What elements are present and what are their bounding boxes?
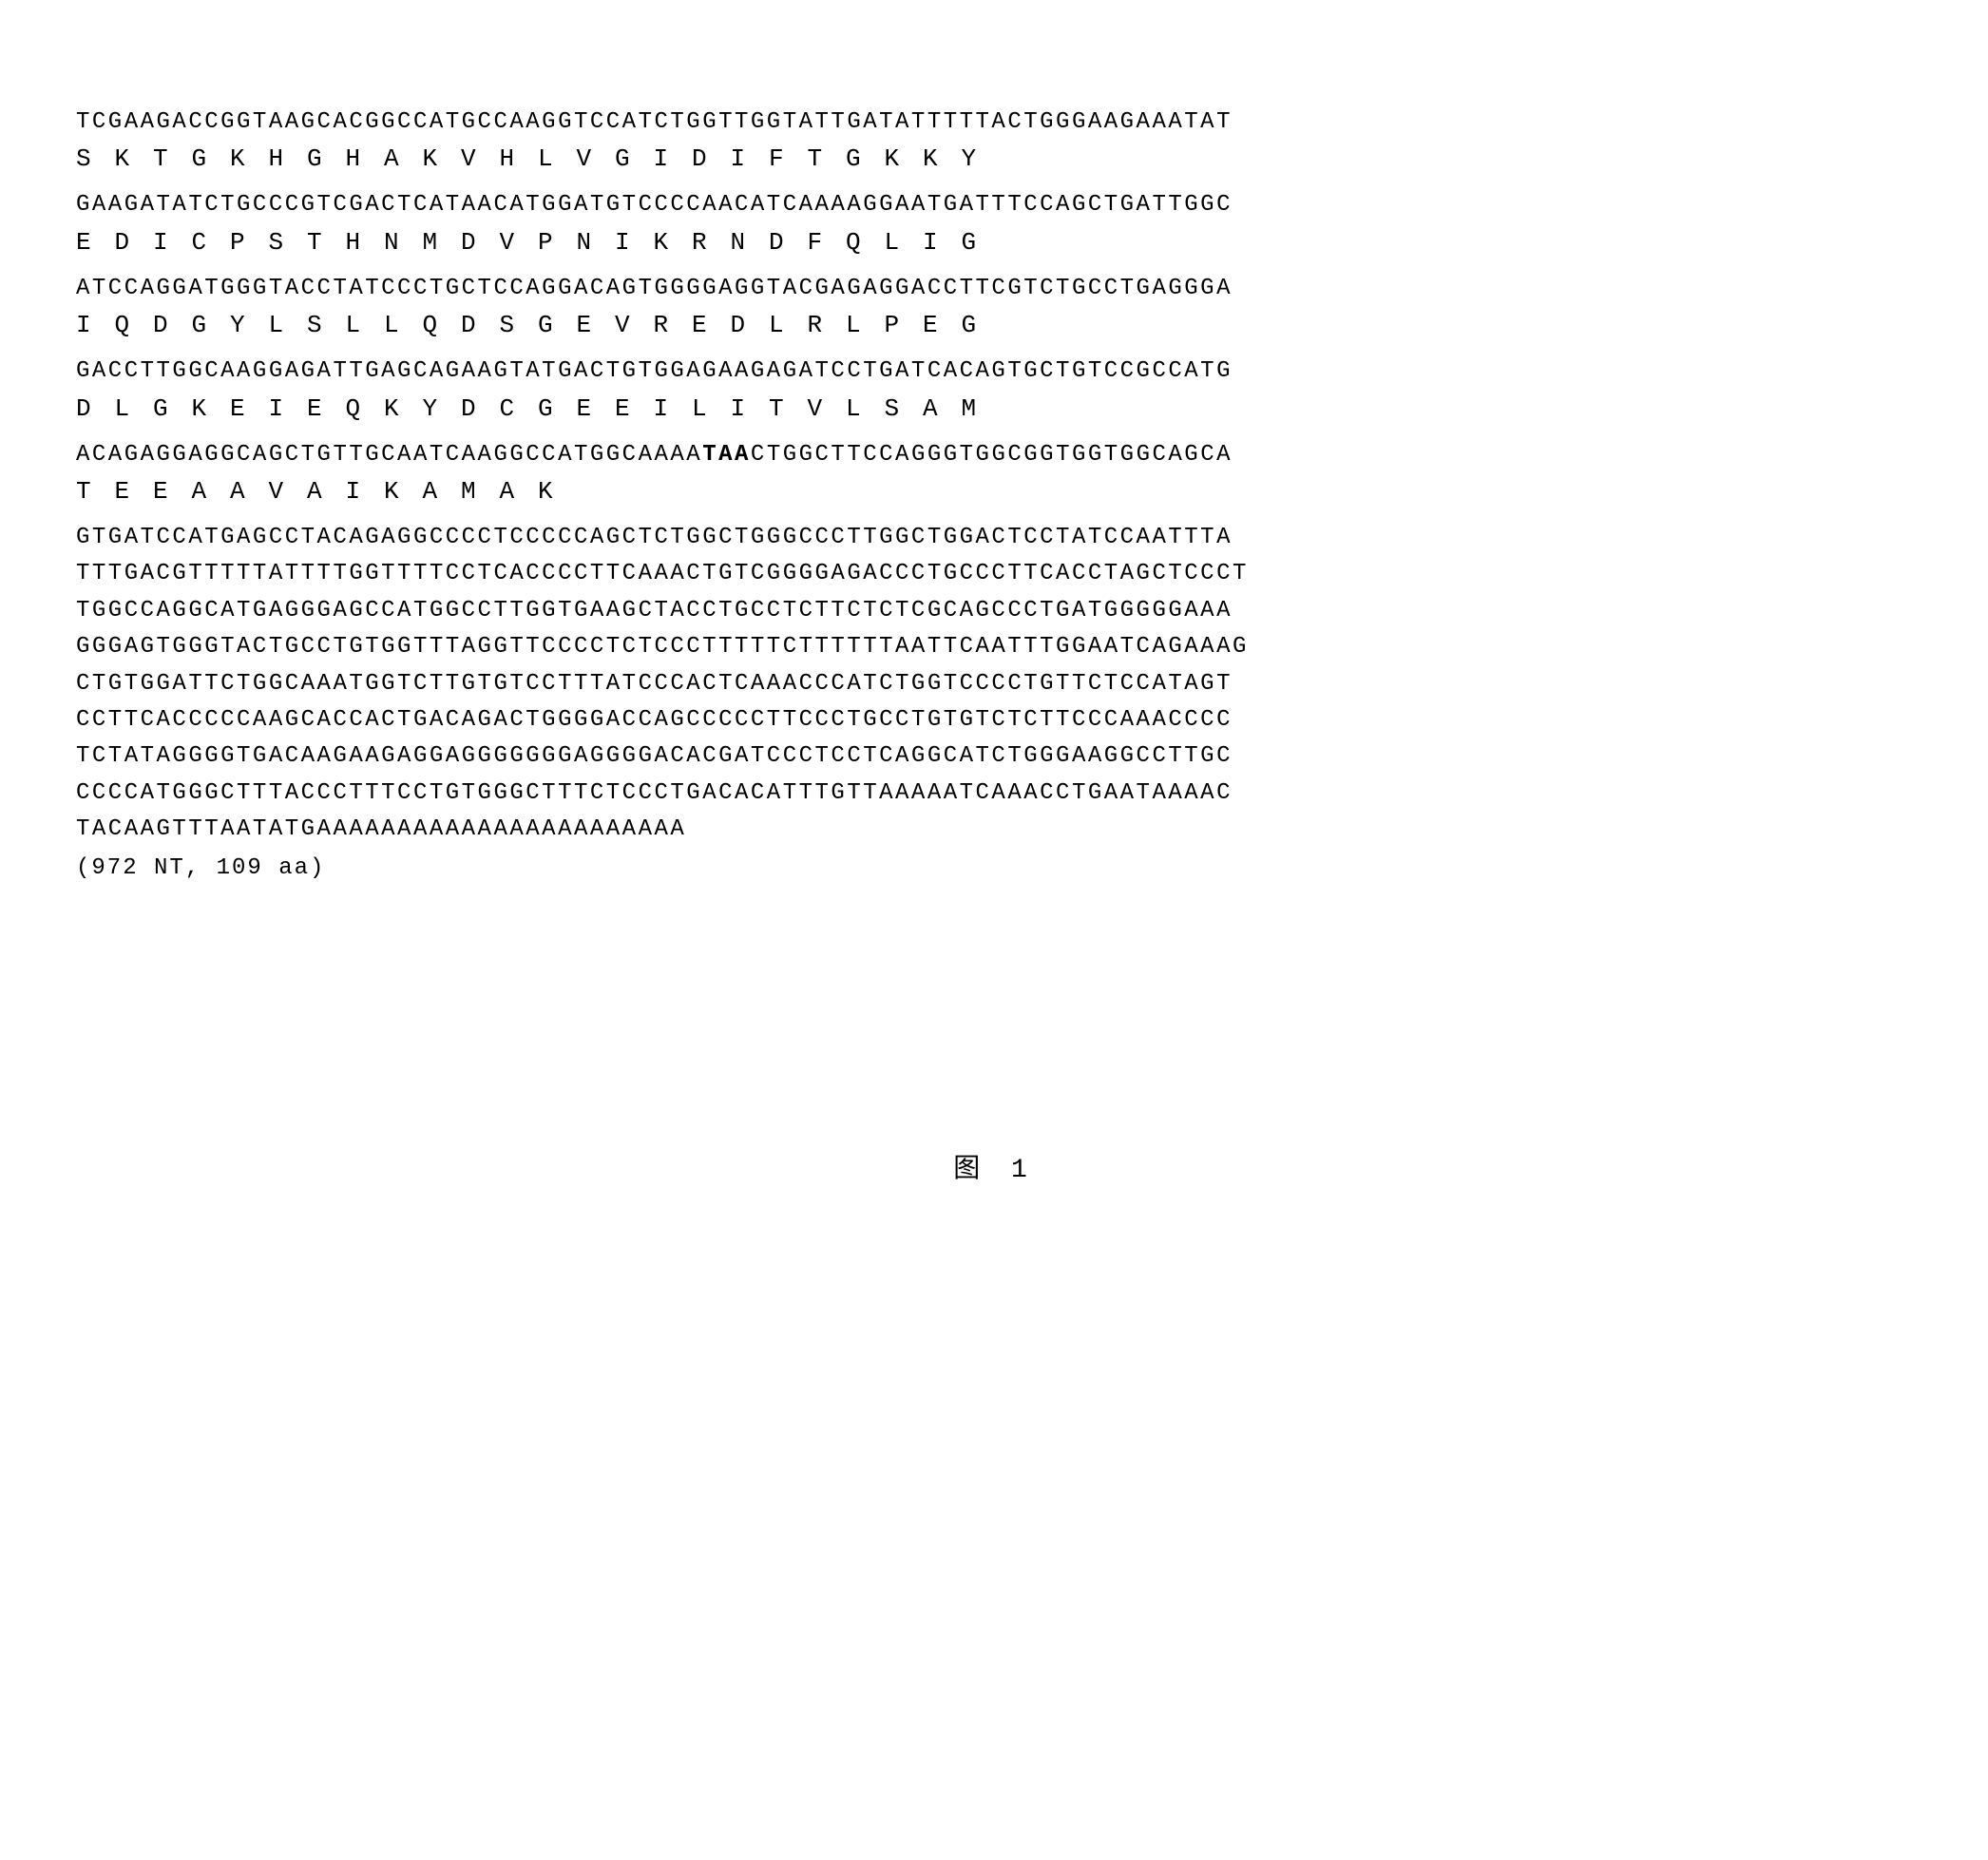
aa-line: DLGKEIEQKYDCGEEILITVLSAM (76, 391, 1912, 428)
utr-line: TTTGACGTTTTTATTTTGGTTTTCCTCACCCCTTCAAACT… (76, 556, 1912, 592)
utr-line: CCTTCACCCCCAAGCACCACTGACAGACTGGGGACCAGCC… (76, 702, 1912, 738)
sequence-pair-2: ATCCAGGATGGGTACCTATCCCTGCTCCAGGACAGTGGGG… (76, 271, 1912, 344)
sequence-pair-1: GAAGATATCTGCCCGTCGACTCATAACATGGATGTCCCCA… (76, 187, 1912, 260)
sequence-container: TCGAAGACCGGTAAGCACGGCCATGCCAAGGTCCATCTGG… (76, 105, 1912, 881)
figure-label: 图 1 (76, 1147, 1912, 1185)
aa-line: EDICPSTHNMDVPNIKRNDFQLIG (76, 224, 1912, 261)
nt-line: GACCTTGGCAAGGAGATTGAGCAGAAGTATGACTGTGGAG… (76, 354, 1912, 390)
utr-block: GTGATCCATGAGCCTACAGAGGCCCCTCCCCCAGCTCTGG… (76, 520, 1912, 849)
nt-line-with-stop: ACAGAGGAGGCAGCTGTTGCAATCAAGGCCATGGCAAAAT… (76, 437, 1912, 473)
sequence-pair-4: ACAGAGGAGGCAGCTGTTGCAATCAAGGCCATGGCAAAAT… (76, 437, 1912, 510)
nt-line: GAAGATATCTGCCCGTCGACTCATAACATGGATGTCCCCA… (76, 187, 1912, 223)
nt-line: TCGAAGACCGGTAAGCACGGCCATGCCAAGGTCCATCTGG… (76, 105, 1912, 141)
utr-line: GTGATCCATGAGCCTACAGAGGCCCCTCCCCCAGCTCTGG… (76, 520, 1912, 556)
nt-line: ATCCAGGATGGGTACCTATCCCTGCTCCAGGACAGTGGGG… (76, 271, 1912, 307)
aa-line: TEEAAVAIKAMAK (76, 473, 1912, 510)
stop-codon: TAA (702, 442, 751, 468)
aa-line: IQDGYLSLLQDSGEVREDLRLPEG (76, 307, 1912, 344)
sequence-summary: (972 NT, 109 aa) (76, 855, 1912, 881)
utr-line: TACAAGTTTAATATGAAAAAAAAAAAAAAAAAAAAAAA (76, 812, 1912, 848)
utr-line: CTGTGGATTCTGGCAAATGGTCTTGTGTCCTTTATCCCAC… (76, 666, 1912, 702)
utr-line: TCTATAGGGGTGACAAGAAGAGGAGGGGGGGAGGGGACAC… (76, 738, 1912, 775)
sequence-pair-0: TCGAAGACCGGTAAGCACGGCCATGCCAAGGTCCATCTGG… (76, 105, 1912, 178)
utr-line: CCCCATGGGCTTTACCCTTTCCTGTGGGCTTTCTCCCTGA… (76, 776, 1912, 812)
sequence-pair-3: GACCTTGGCAAGGAGATTGAGCAGAAGTATGACTGTGGAG… (76, 354, 1912, 427)
aa-line: SKTGKHGHAKVHLVGIDIFTGKKY (76, 141, 1912, 178)
utr-line: GGGAGTGGGTACTGCCTGTGGTTTAGGTTCCCCTCTCCCT… (76, 629, 1912, 665)
utr-line: TGGCCAGGCATGAGGGAGCCATGGCCTTGGTGAAGCTACC… (76, 593, 1912, 629)
